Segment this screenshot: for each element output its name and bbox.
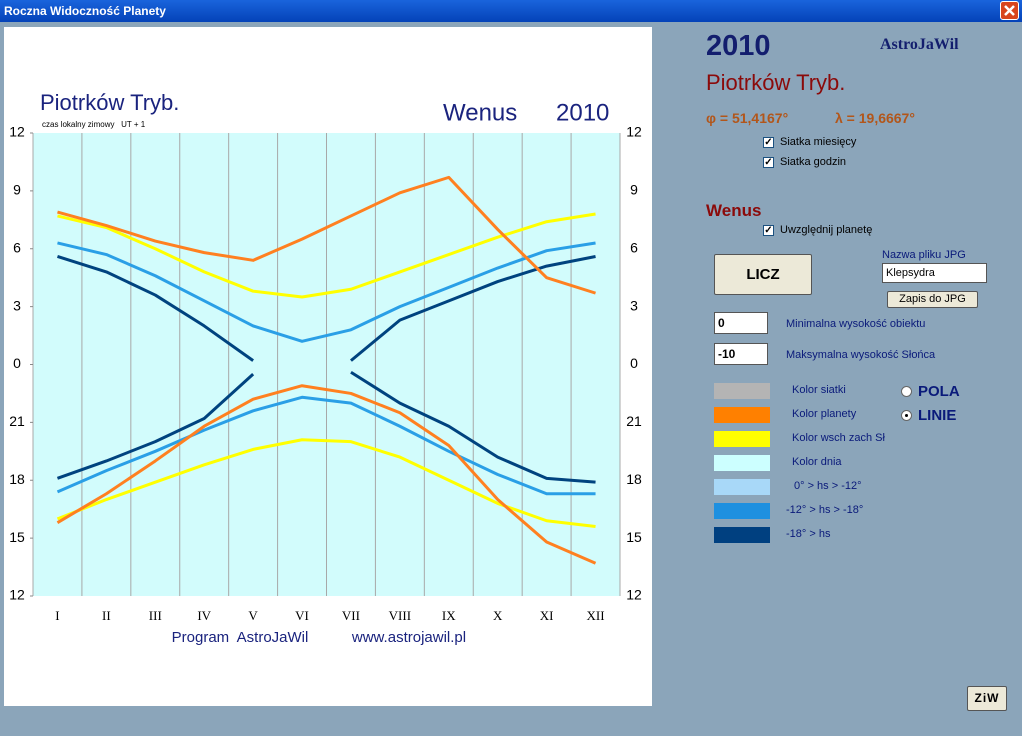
y-tick-label: 18 [9,471,25,487]
spinner-label: Minimalna wysokość obiektu [786,318,926,330]
series-line [57,241,596,343]
x-tick-label: IX [442,608,456,623]
series-line [57,212,596,299]
series-line [56,395,596,496]
series-line [57,254,596,362]
spinner-value: 0 [718,316,725,330]
x-tick-label: X [493,608,503,623]
chart-title: Piotrków Tryb. [40,90,179,115]
x-tick-label: VI [295,608,309,623]
y-tick-label-right: 15 [626,529,642,545]
color-label: Kolor planety [792,408,857,420]
max-sun-spinner[interactable]: -10 [714,343,768,365]
color-label: Kolor wsch zach Sł [792,432,885,444]
year-label: 2010 [556,99,609,126]
y-tick-label: 6 [13,239,21,255]
checkbox[interactable]: ✓ [763,225,774,236]
x-tick-label: VII [342,608,360,623]
chart: Piotrków Tryb. czas lokalny zimowy UT + … [4,27,652,706]
color-swatch[interactable] [714,383,770,399]
y-tick-label: 3 [13,297,21,313]
radio-label: LINIE [918,407,957,424]
radio-label: POLA [918,383,960,400]
compute-button[interactable]: LICZ [714,254,812,295]
file-input[interactable]: Klepsydra [882,263,987,283]
longitude: λ = 19,6667° [835,110,915,126]
y-tick-label-right: 18 [626,471,642,487]
y-tick-label-right: 6 [630,239,638,255]
color-swatch[interactable] [714,527,770,543]
color-label: Kolor dnia [792,456,842,468]
color-swatch[interactable] [714,503,770,519]
checkbox[interactable]: ✓ [763,137,774,148]
radio-button[interactable] [901,386,912,397]
planet-heading: Wenus [706,201,762,220]
color-swatch[interactable] [714,455,770,471]
x-tick-label: III [149,608,162,623]
x-tick-label: I [55,608,59,623]
year: 2010 [706,30,771,62]
close-icon [1004,5,1015,16]
spinner-value: -10 [718,347,736,361]
color-label: -12° > hs > -18° [786,504,864,516]
color-swatch[interactable] [714,407,770,423]
corner-button[interactable]: ZiW [967,686,1007,711]
y-tick-label-right: 9 [630,182,638,198]
y-tick-label: 12 [9,587,25,603]
y-tick-label: 21 [9,413,25,429]
title-bar: Roczna Widoczność Planety [0,0,1022,22]
window-title: Roczna Widoczność Planety [4,4,166,18]
planet-label: Wenus [443,99,517,126]
y-tick-label-right: 0 [630,355,638,371]
save-button[interactable]: Zapis do JPG [887,291,978,308]
series-line [57,175,596,295]
color-label: 0° > hs > -12° [794,480,862,492]
checkbox-label: Siatka miesięcy [780,136,857,148]
y-tick-label-right: 12 [626,587,642,603]
y-tick-label-right: 3 [630,297,638,313]
x-tick-label: V [248,608,258,623]
checkbox-label: Siatka godzin [780,156,847,168]
url: www.astrojawil.pl [351,629,466,646]
color-swatch[interactable] [714,479,770,495]
series-line [56,384,597,565]
close-button[interactable] [1000,1,1019,20]
latitude: φ = 51,4167° [706,110,789,126]
x-tick-label: XI [540,608,554,623]
place: Piotrków Tryb. [706,70,846,95]
y-tick-label-right: 21 [626,413,642,429]
color-label: Kolor siatki [792,384,846,396]
min-height-spinner[interactable]: 0 [714,312,768,334]
radio-button[interactable] [901,410,912,421]
y-tick-label: 12 [9,124,25,140]
x-tick-label: II [102,608,111,623]
file-label: Nazwa pliku JPG [882,249,966,261]
y-tick-label: 15 [9,529,25,545]
chart-subtitle: czas lokalny zimowy UT + 1 [42,120,146,129]
y-tick-label: 0 [13,355,21,371]
y-tick-label: 9 [13,182,21,198]
credit: Program AstroJaWil [172,629,309,646]
x-tick-label: VIII [389,608,411,623]
spinner-label: Maksymalna wysokość Słońca [786,349,936,361]
checkbox-label: Uwzględnij planetę [780,224,873,236]
y-tick-label-right: 12 [626,124,642,140]
series-line [56,370,596,484]
color-swatch[interactable] [714,431,770,447]
checkbox[interactable]: ✓ [763,157,774,168]
color-label: -18° > hs [786,528,831,540]
x-tick-label: IV [197,608,211,623]
x-tick-label: XII [587,608,605,623]
brand: AstroJaWil [880,36,959,53]
